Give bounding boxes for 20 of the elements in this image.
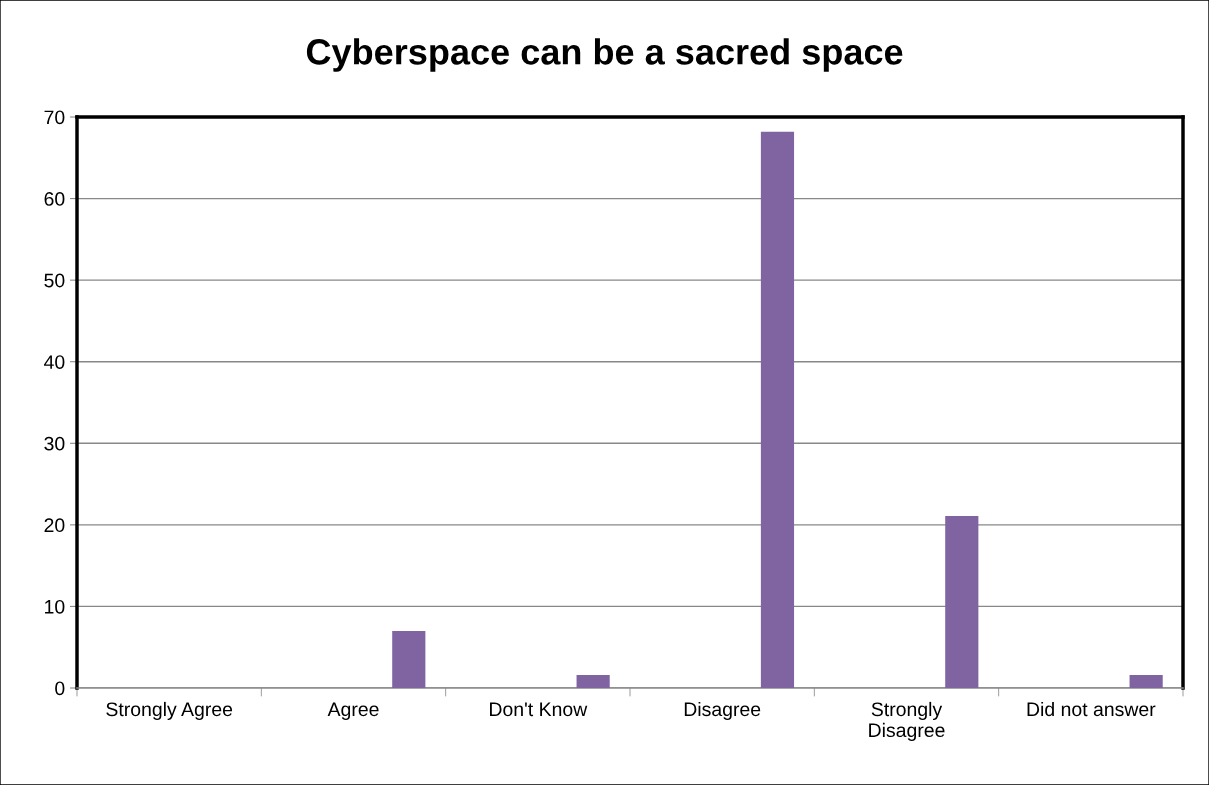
x-tick-label: Strongly Agree [106, 701, 233, 721]
bar [1129, 674, 1163, 688]
bar [760, 131, 795, 688]
bar [945, 515, 979, 688]
x-tick-label: Don't Know [490, 702, 588, 717]
x-tick-label: Disagree [684, 701, 761, 721]
x-tick-label: Strongly Disagree [869, 701, 945, 741]
y-tick-label: 60 [44, 192, 65, 206]
y-tick-label: 0 [55, 681, 65, 696]
y-tick-label: 70 [44, 110, 65, 125]
x-tick-label: Agree [327, 702, 379, 721]
y-tick-label: 10 [45, 599, 65, 614]
chart-title: Cyberspace can be a sacred space [306, 38, 903, 72]
x-tick-label: Did not answer [1027, 701, 1156, 717]
bar [576, 674, 610, 688]
y-tick-label: 40 [44, 355, 65, 369]
y-tick-label: 30 [44, 436, 65, 451]
y-tick-label: 20 [44, 518, 65, 533]
bar [392, 630, 426, 688]
y-tick-label: 50 [44, 273, 65, 288]
